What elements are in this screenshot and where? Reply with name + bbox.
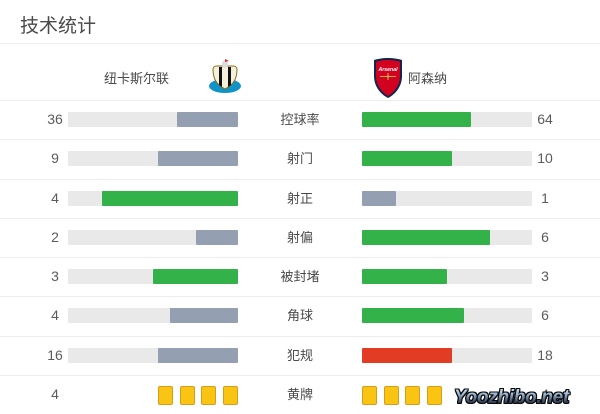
- svg-text:Arsenal: Arsenal: [377, 67, 398, 73]
